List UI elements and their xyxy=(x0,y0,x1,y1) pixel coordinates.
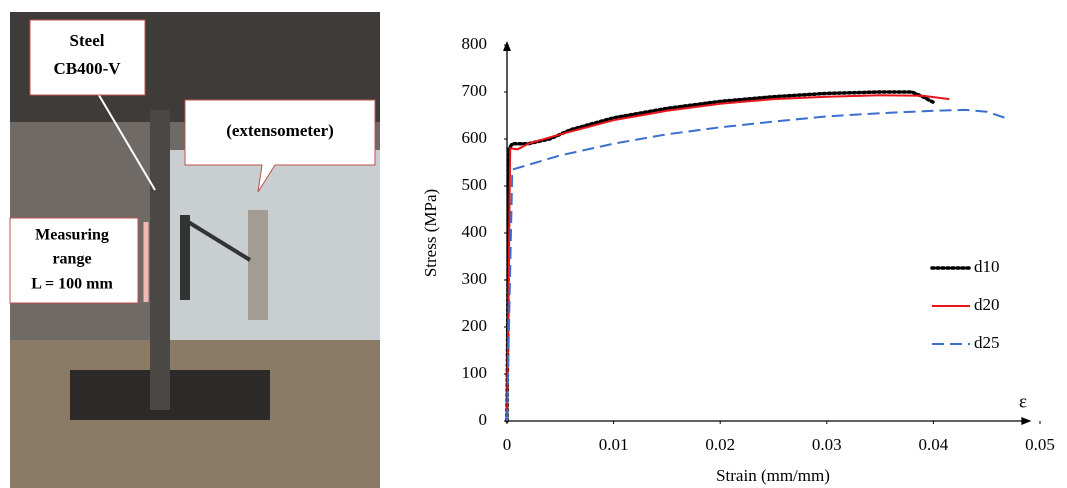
y-tick-label: 300 xyxy=(462,269,488,288)
y-tick-label: 400 xyxy=(462,222,488,241)
y-axis-title: Stress (MPa) xyxy=(421,189,440,277)
y-axis-arrow xyxy=(503,41,511,51)
y-tick-label: 600 xyxy=(462,128,488,147)
x-tick-label: 0.04 xyxy=(919,435,949,454)
series-line xyxy=(506,94,950,422)
y-tick-label: 100 xyxy=(462,363,488,382)
y-tick-label: 0 xyxy=(479,410,488,429)
x-tick-label: 0.05 xyxy=(1025,435,1055,454)
range-callout xyxy=(9,217,139,304)
extensometer-callout xyxy=(184,99,376,193)
y-tick-label: 500 xyxy=(462,175,488,194)
axis-annotation: ε xyxy=(1019,391,1027,412)
x-tick-label: 0 xyxy=(503,435,512,454)
callout-text: range xyxy=(52,251,91,268)
legend-label: d10 xyxy=(974,257,1000,276)
y-tick-label: 800 xyxy=(462,34,488,53)
extensometer-link xyxy=(183,218,252,262)
steel-pointer xyxy=(89,79,156,191)
x-axis-title: Strain (mm/mm) xyxy=(716,466,830,485)
series-line xyxy=(505,90,936,423)
extensometer xyxy=(248,210,268,320)
x-tick-label: 0.01 xyxy=(599,435,629,454)
legend-label: d20 xyxy=(974,295,1000,314)
y-tick-label: 700 xyxy=(462,81,488,100)
photo: Steel CB400-V (extensometer) Measuring r… xyxy=(9,12,380,488)
series-line xyxy=(506,108,1009,422)
steel-callout xyxy=(29,19,146,96)
chart: Stress (MPa) Strain (mm/mm) ε xyxy=(421,189,1027,485)
extensometer-arm xyxy=(180,215,190,300)
x-tick-label: 0.03 xyxy=(812,435,842,454)
y-tick-label: 200 xyxy=(462,316,488,335)
callout-text: (extensometer) xyxy=(226,121,334,140)
legend-label: d25 xyxy=(974,333,1000,352)
callout-text: Measuring xyxy=(35,227,109,244)
x-axis-arrow xyxy=(1021,417,1032,425)
callout-text: Steel xyxy=(70,31,105,50)
callout-text: L = 100 mm xyxy=(31,276,113,293)
x-tick-label: 0.02 xyxy=(705,435,735,454)
rebar xyxy=(150,110,170,410)
callout-text: CB400-V xyxy=(53,59,121,78)
